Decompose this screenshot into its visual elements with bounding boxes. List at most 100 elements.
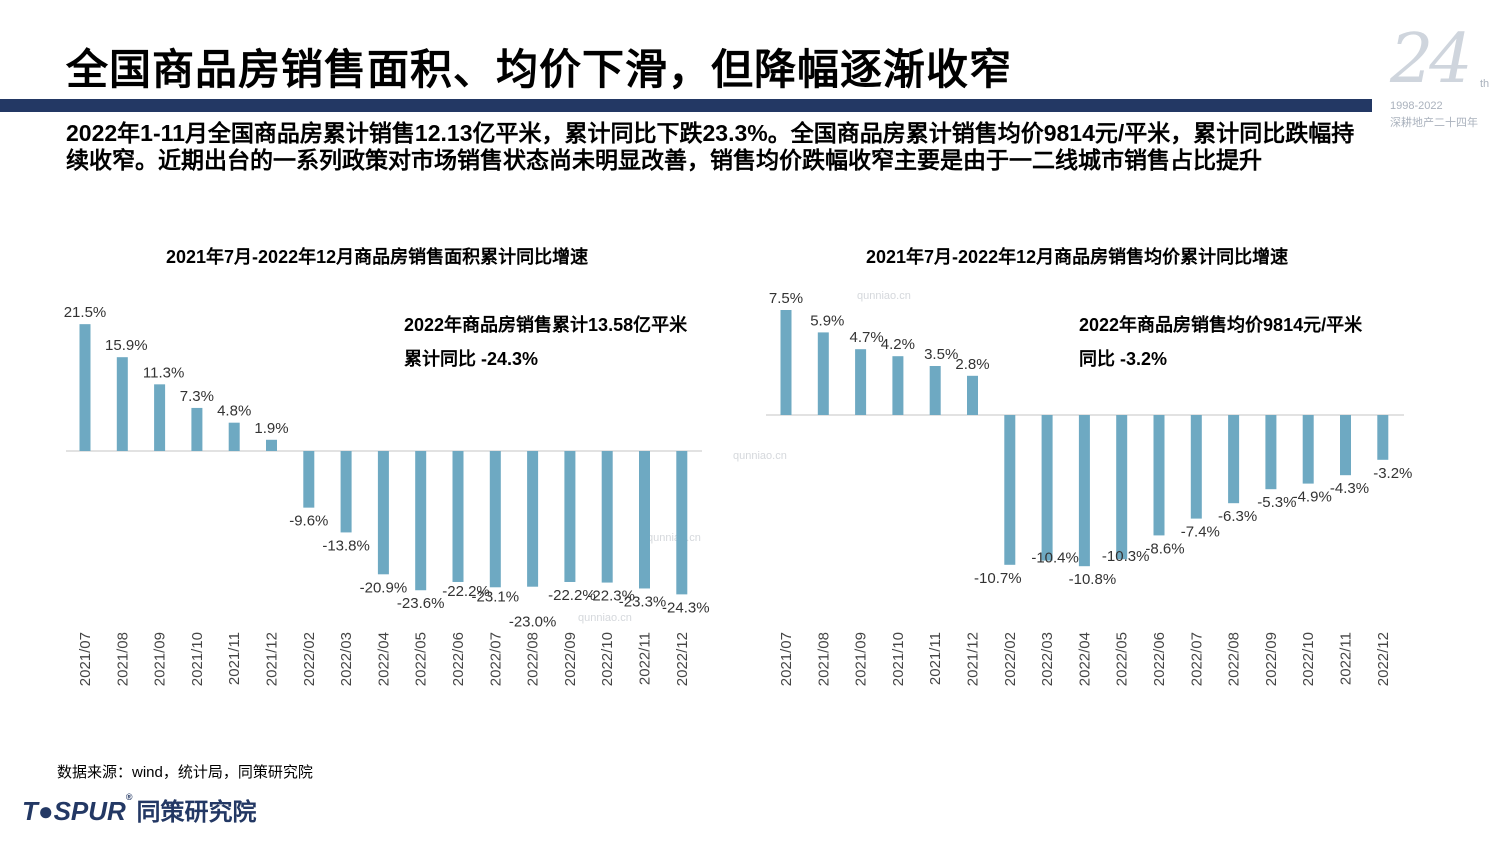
bar <box>1078 415 1090 567</box>
category-label: 2022/08 <box>525 632 542 686</box>
data-label: -3.2% <box>1373 465 1412 482</box>
data-label: 11.3% <box>143 364 184 381</box>
right-annotation-price: 2022年商品房销售均价9814元/平米 <box>1079 315 1363 335</box>
bar <box>303 451 315 508</box>
data-label: 15.9% <box>105 337 148 354</box>
category-label: 2022/02 <box>301 632 318 686</box>
data-label: -20.9% <box>360 579 408 596</box>
category-label: 2021/12 <box>965 632 982 686</box>
bar <box>817 332 829 415</box>
bar <box>1116 415 1128 560</box>
category-label: 2022/09 <box>562 632 579 686</box>
bar <box>79 324 91 451</box>
data-label: -10.7% <box>974 570 1022 587</box>
bar <box>639 451 650 589</box>
bar <box>228 422 240 451</box>
category-label: 2022/08 <box>1226 632 1243 686</box>
data-label: -5.3% <box>1257 494 1296 511</box>
category-label: 2021/10 <box>189 632 206 686</box>
data-label: -7.4% <box>1181 524 1220 541</box>
watermark-text: qunniao.cn <box>578 612 632 624</box>
category-label: 2021/08 <box>114 632 131 686</box>
category-label: 2022/05 <box>1114 632 1131 686</box>
category-label: 2022/11 <box>1338 632 1355 685</box>
bar <box>1377 415 1389 460</box>
tospur-logo: T●SPUR®同策研究院 <box>22 792 256 827</box>
left-annotation-yoy: 累计同比 -24.3% <box>404 349 539 369</box>
badge-suffix: th <box>1480 78 1490 90</box>
bar <box>1265 415 1277 490</box>
bar <box>780 310 792 415</box>
category-label: 2021/07 <box>77 632 94 686</box>
bar <box>1302 415 1314 484</box>
data-label: 4.2% <box>881 336 915 353</box>
data-label: -23.3% <box>619 593 667 610</box>
bar <box>191 407 203 451</box>
category-label: 2021/09 <box>853 632 870 686</box>
category-label: 2021/07 <box>778 632 795 686</box>
bar <box>527 451 539 587</box>
logo-text-en: T●SPUR <box>22 796 126 826</box>
data-label: 5.9% <box>810 312 844 329</box>
logo-registered-mark: ® <box>125 792 133 802</box>
bar <box>415 451 427 591</box>
category-label: 2022/11 <box>637 632 654 685</box>
left-chart-title: 2021年7月-2022年12月商品房销售面积累计同比增速 <box>166 247 589 267</box>
data-label: 7.5% <box>769 290 803 307</box>
data-source-note: 数据来源：wind，统计局，同策研究院 <box>57 764 313 781</box>
data-label: -9.6% <box>289 513 328 530</box>
bar <box>564 451 576 582</box>
bar <box>266 439 277 451</box>
data-label: -10.8% <box>1069 571 1117 588</box>
bar <box>855 349 867 415</box>
category-label: 2022/07 <box>1188 632 1205 686</box>
bar <box>116 357 128 451</box>
watermark-text: qunniao.cn <box>857 290 911 302</box>
data-label: -10.3% <box>1102 548 1150 565</box>
badge-subtitle: 深耕地产二十四年 <box>1390 117 1478 129</box>
right-annotation-yoy: 同比 -3.2% <box>1079 349 1168 369</box>
data-label: 7.3% <box>180 388 214 405</box>
data-label: 2.8% <box>955 356 989 373</box>
data-label: 3.5% <box>924 346 958 363</box>
data-label: -8.6% <box>1145 540 1184 557</box>
data-label: -23.0% <box>509 614 557 631</box>
badge-number: 24 <box>1390 20 1473 99</box>
bar <box>1153 415 1165 536</box>
bar <box>154 384 166 451</box>
category-label: 2022/09 <box>1263 632 1280 686</box>
category-label: 2022/06 <box>1151 632 1168 686</box>
category-label: 2022/04 <box>1076 632 1093 686</box>
data-label: -13.8% <box>322 537 370 554</box>
bar <box>967 375 978 415</box>
category-label: 2022/05 <box>413 632 430 686</box>
category-label: 2021/11 <box>226 632 243 685</box>
left-annotation-total: 2022年商品房销售累计13.58亿平米 <box>404 315 688 335</box>
data-label: -22.2% <box>442 583 490 600</box>
bar <box>489 451 501 588</box>
bar <box>377 451 389 575</box>
watermark-text: qunniao.cn <box>647 532 701 544</box>
category-label: 2022/03 <box>1039 632 1056 686</box>
data-label: -22.2% <box>548 587 596 604</box>
category-label: 2021/10 <box>890 632 907 686</box>
data-label: 21.5% <box>64 304 107 321</box>
bar <box>1004 415 1016 565</box>
data-label: 4.7% <box>849 329 883 346</box>
category-label: 2022/12 <box>674 632 691 686</box>
bar <box>1190 415 1202 519</box>
category-label: 2022/03 <box>338 632 355 686</box>
category-label: 2022/10 <box>1300 632 1317 686</box>
bar <box>1340 415 1351 476</box>
watermark-text: qunniao.cn <box>733 450 787 462</box>
bar <box>340 451 352 533</box>
category-label: 2022/06 <box>450 632 467 686</box>
data-label: -22.3% <box>587 588 635 605</box>
title-divider-bar <box>0 99 1372 112</box>
category-label: 2021/08 <box>815 632 832 686</box>
category-label: 2022/10 <box>599 632 616 686</box>
data-label: -4.9% <box>1293 489 1332 506</box>
logo-text-cn: 同策研究院 <box>136 799 257 826</box>
